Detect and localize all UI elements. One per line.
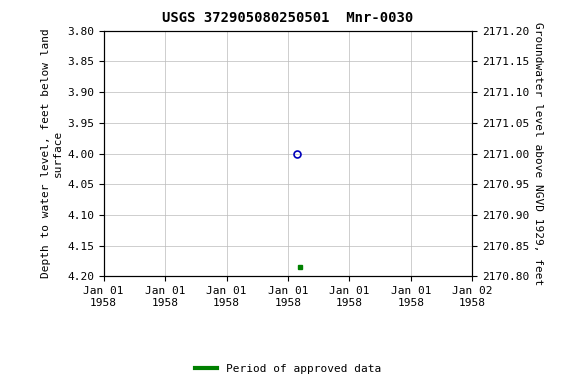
Y-axis label: Depth to water level, feet below land
surface: Depth to water level, feet below land su… xyxy=(41,29,63,278)
Title: USGS 372905080250501  Mnr-0030: USGS 372905080250501 Mnr-0030 xyxy=(162,12,414,25)
Y-axis label: Groundwater level above NGVD 1929, feet: Groundwater level above NGVD 1929, feet xyxy=(533,22,544,285)
Legend: Period of approved data: Period of approved data xyxy=(191,359,385,379)
